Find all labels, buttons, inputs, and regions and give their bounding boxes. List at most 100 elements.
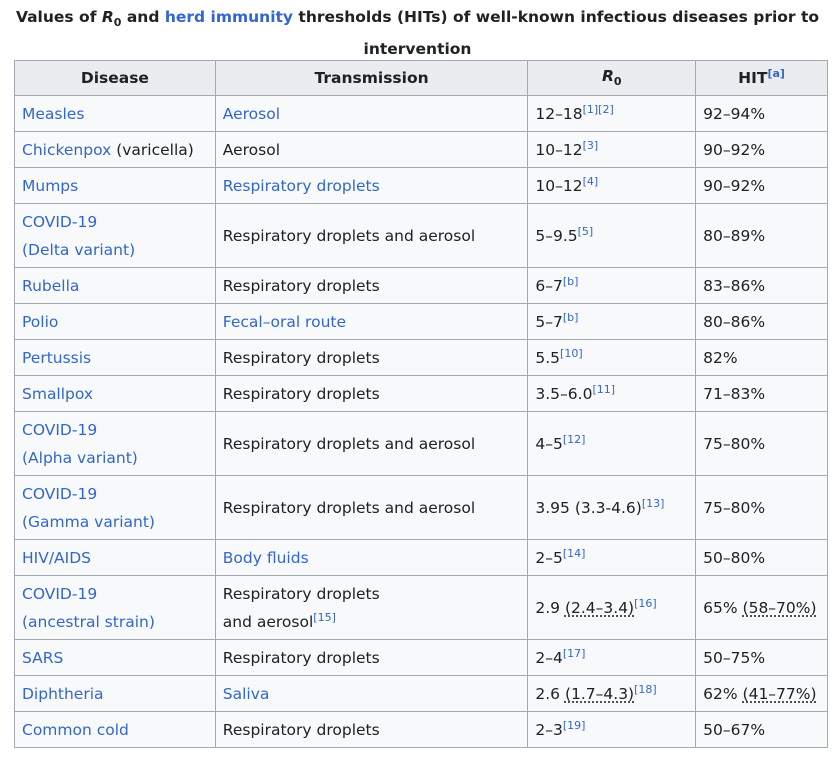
r0-ref[interactable]: [14] bbox=[562, 546, 586, 560]
r0-ref[interactable]: [12] bbox=[562, 432, 586, 446]
cell-hit: 65% (58–70%) bbox=[695, 575, 828, 640]
disease-variant[interactable]: (Gamma variant) bbox=[22, 512, 155, 531]
table-row: COVID-19 (ancestral strain) Respiratory dr… bbox=[14, 575, 828, 640]
hit-value: 65% bbox=[703, 598, 743, 617]
disease-link[interactable]: COVID-19 bbox=[22, 484, 98, 503]
transmission-ref[interactable]: [15] bbox=[313, 610, 336, 624]
transmission-text: Respiratory droplets bbox=[222, 384, 380, 403]
cell-hit: 50–67% bbox=[695, 711, 828, 748]
hit-value: 83–86% bbox=[703, 276, 766, 295]
cell-disease: HIV/AIDS bbox=[14, 539, 216, 576]
cell-disease: COVID-19 (ancestral strain) bbox=[14, 575, 216, 640]
r0-ref[interactable]: [11] bbox=[592, 382, 616, 396]
r0-value: 6–7 bbox=[535, 276, 563, 295]
cell-r0: 2.6 (1.7–4.3)[18] bbox=[527, 675, 697, 712]
caption-post: thresholds (HITs) of well-known infectio… bbox=[293, 8, 820, 59]
disease-link[interactable]: Measles bbox=[22, 104, 85, 123]
header-row: Disease Transmission R0 HIT[a] bbox=[14, 60, 828, 96]
disease-variant[interactable]: (Delta variant) bbox=[22, 240, 136, 259]
table-row: Chickenpox (varicella) Aerosol 10–12[3] 90–… bbox=[14, 131, 828, 168]
r0-value: 3.5–6.0 bbox=[535, 384, 593, 403]
r0-ref[interactable]: [13] bbox=[641, 496, 665, 510]
disease-link[interactable]: COVID-19 bbox=[22, 212, 98, 231]
r0-value: 2–4 bbox=[535, 648, 563, 667]
disease-link[interactable]: COVID-19 bbox=[22, 584, 98, 603]
header-r0[interactable]: R0 bbox=[527, 60, 697, 96]
header-hit-note[interactable]: [a] bbox=[767, 67, 785, 80]
transmission-text: Respiratory droplets bbox=[222, 648, 380, 667]
r0-ref[interactable]: [4] bbox=[582, 174, 599, 188]
r0-ref[interactable]: [b] bbox=[562, 274, 579, 288]
table-row: HIV/AIDS Body fluids 2–5[14] 50–80% bbox=[14, 539, 828, 576]
r0-ci: (2.4–3.4) bbox=[564, 598, 635, 617]
cell-r0: 10–12[4] bbox=[527, 167, 697, 204]
header-hit[interactable]: HIT[a] bbox=[695, 60, 828, 96]
cell-hit: 82% bbox=[695, 339, 828, 376]
hit-value: 50–80% bbox=[703, 548, 766, 567]
r0-value: 2.6 bbox=[535, 684, 565, 703]
header-disease[interactable]: Disease bbox=[14, 60, 216, 96]
disease-link[interactable]: Polio bbox=[22, 312, 59, 331]
table-row: Polio Fecal–oral route 5–7[b] 80–86% bbox=[14, 303, 828, 340]
header-hit-label: HIT bbox=[738, 69, 768, 87]
cell-disease: Pertussis bbox=[14, 339, 216, 376]
r0-value: 10–12 bbox=[535, 140, 583, 159]
disease-link[interactable]: Rubella bbox=[22, 276, 80, 295]
r0-hit-table: Disease Transmission R0 HIT[a] Measles Ae… bbox=[14, 60, 828, 748]
cell-r0: 2–5[14] bbox=[527, 539, 697, 576]
table-row: Diphtheria Saliva 2.6 (1.7–4.3)[18] 62% (41… bbox=[14, 675, 828, 712]
cell-transmission: Aerosol bbox=[214, 131, 529, 168]
transmission-text[interactable]: Aerosol bbox=[222, 104, 281, 123]
disease-link[interactable]: Common cold bbox=[22, 720, 129, 739]
r0-ref[interactable]: [17] bbox=[562, 646, 586, 660]
header-r0-label: R bbox=[601, 67, 614, 86]
transmission-text[interactable]: Body fluids bbox=[222, 548, 309, 567]
r0-ref[interactable]: [19] bbox=[562, 718, 586, 732]
r0-value: 4–5 bbox=[535, 434, 563, 453]
r0-ref[interactable]: [3] bbox=[582, 138, 599, 152]
r0-ref[interactable]: [16] bbox=[634, 596, 657, 610]
disease-link[interactable]: Pertussis bbox=[22, 348, 92, 367]
disease-link[interactable]: COVID-19 bbox=[22, 420, 98, 439]
hit-value: 50–75% bbox=[703, 648, 766, 667]
cell-r0: 3.95 (3.3-4.6)[13] bbox=[527, 475, 697, 540]
disease-variant[interactable]: (ancestral strain) bbox=[22, 612, 155, 631]
cell-hit: 80–89% bbox=[695, 203, 828, 268]
disease-variant[interactable]: (Alpha variant) bbox=[22, 448, 138, 467]
caption-r: R bbox=[101, 8, 114, 26]
transmission-text: Respiratory droplets and aerosol bbox=[222, 498, 476, 517]
header-transmission[interactable]: Transmission bbox=[214, 60, 529, 96]
hit-value: 92–94% bbox=[703, 104, 766, 123]
cell-transmission: Respiratory droplets bbox=[214, 639, 529, 676]
cell-hit: 92–94% bbox=[695, 95, 828, 132]
r0-value: 2–3 bbox=[535, 720, 563, 739]
herd-immunity-link[interactable]: herd immunity bbox=[164, 8, 294, 26]
disease-link[interactable]: HIV/AIDS bbox=[22, 548, 92, 567]
r0-ref[interactable]: [18] bbox=[634, 682, 657, 696]
r0-ref[interactable]: [10] bbox=[560, 346, 583, 360]
disease-link[interactable]: Smallpox bbox=[22, 384, 94, 403]
disease-link[interactable]: SARS bbox=[22, 648, 64, 667]
transmission-text[interactable]: Respiratory droplets bbox=[222, 176, 380, 195]
transmission-text[interactable]: Saliva bbox=[222, 684, 270, 703]
transmission-text[interactable]: Fecal–oral route bbox=[222, 312, 347, 331]
cell-r0: 10–12[3] bbox=[527, 131, 697, 168]
cell-disease: SARS bbox=[14, 639, 216, 676]
r0-ref[interactable]: [b] bbox=[562, 310, 579, 324]
r0-value: 5–9.5 bbox=[535, 226, 578, 245]
table-caption: Values of R0 and herd immunity threshold… bbox=[0, 0, 835, 62]
header-r0-sub: 0 bbox=[613, 75, 622, 89]
table-row: Mumps Respiratory droplets 10–12[4] 90–92% bbox=[14, 167, 828, 204]
disease-link[interactable]: Diphtheria bbox=[22, 684, 104, 703]
disease-link[interactable]: Mumps bbox=[22, 176, 79, 195]
r0-ref[interactable]: [5] bbox=[577, 224, 594, 238]
r0-value: 2.9 bbox=[535, 598, 565, 617]
disease-link[interactable]: Chickenpox bbox=[22, 140, 112, 159]
table-row: Measles Aerosol 12–18[1][2] 92–94% bbox=[14, 95, 828, 132]
table-row: COVID-19 (Alpha variant) Respiratory dropl… bbox=[14, 411, 828, 476]
r0-value: 3.95 (3.3-4.6) bbox=[535, 498, 642, 517]
table-body: Measles Aerosol 12–18[1][2] 92–94% Chickenpo… bbox=[14, 95, 828, 748]
cell-disease: COVID-19 (Alpha variant) bbox=[14, 411, 216, 476]
caption-r-sub: 0 bbox=[113, 16, 122, 30]
r0-ref[interactable]: [1][2] bbox=[582, 102, 614, 116]
